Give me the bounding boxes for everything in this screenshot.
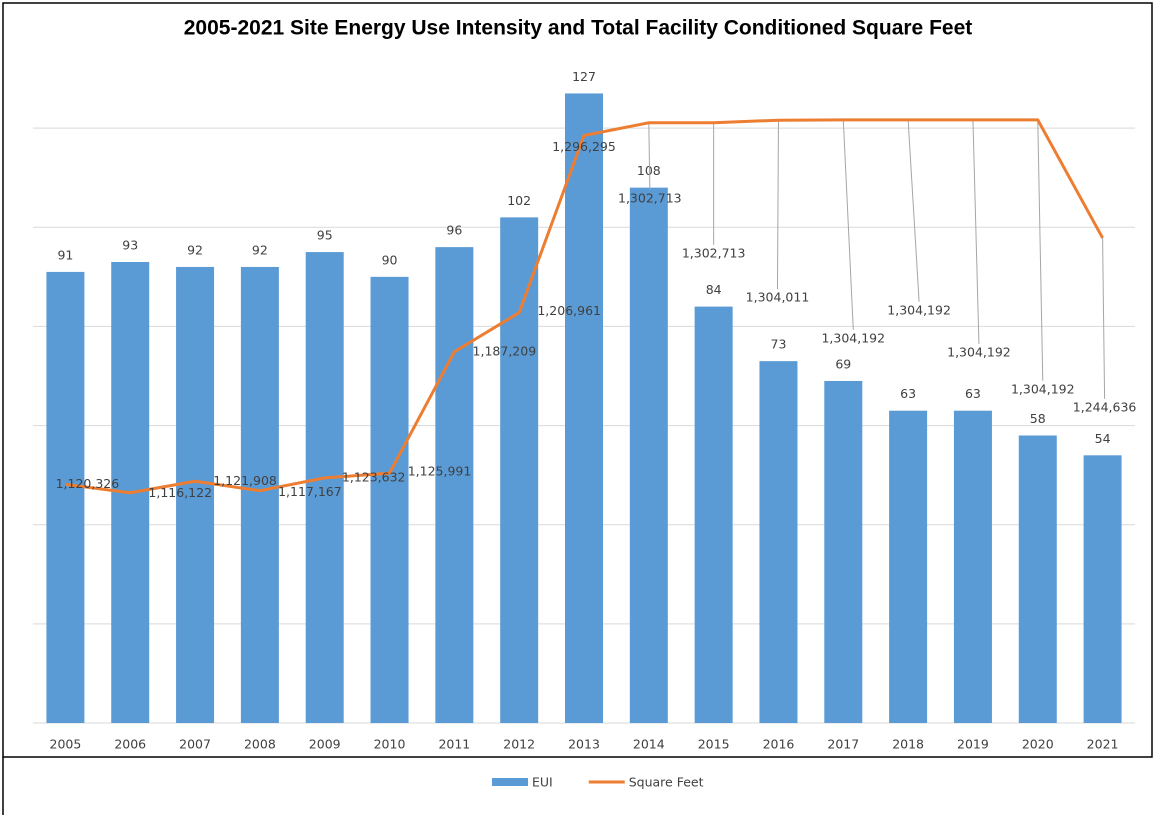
line-value-label: 1,304,192 bbox=[947, 344, 1011, 359]
line-value-label: 1,206,961 bbox=[537, 303, 601, 318]
bar-value-label: 69 bbox=[835, 356, 851, 371]
bar bbox=[176, 266, 215, 723]
bar-value-label: 93 bbox=[122, 237, 138, 252]
line-value-label: 1,296,295 bbox=[552, 139, 616, 154]
bar-value-label: 63 bbox=[900, 386, 916, 401]
bar bbox=[889, 410, 928, 723]
bar bbox=[759, 361, 798, 723]
leader-line bbox=[842, 119, 854, 330]
bar bbox=[500, 217, 539, 723]
bar bbox=[565, 93, 603, 723]
leader-line bbox=[907, 119, 920, 302]
bar-value-label: 96 bbox=[446, 223, 462, 238]
bar-value-label: 90 bbox=[382, 252, 398, 267]
chart-frame bbox=[2, 2, 1153, 758]
bar-value-label: 95 bbox=[317, 228, 333, 243]
x-tick-label: 2019 bbox=[957, 737, 989, 752]
x-tick-label: 2021 bbox=[1087, 737, 1119, 752]
line-value-label: 1,304,192 bbox=[821, 330, 885, 345]
bar bbox=[46, 271, 85, 723]
x-tick-label: 2013 bbox=[568, 737, 600, 752]
x-tick-label: 2015 bbox=[698, 737, 730, 752]
line-value-label: 1,117,167 bbox=[278, 484, 342, 499]
bar-value-label: 92 bbox=[252, 242, 268, 257]
x-tick-label: 2006 bbox=[114, 737, 146, 752]
x-tick-label: 2012 bbox=[503, 737, 535, 752]
bar bbox=[694, 306, 733, 723]
bar-value-label: 91 bbox=[57, 247, 73, 262]
bar bbox=[1018, 435, 1057, 723]
leader-line bbox=[648, 122, 651, 190]
x-tick-label: 2014 bbox=[633, 737, 665, 752]
chart-title: 2005-2021 Site Energy Use Intensity and … bbox=[184, 17, 973, 40]
line-value-label: 1,123,632 bbox=[342, 469, 406, 484]
x-tick-label: 2005 bbox=[50, 737, 82, 752]
x-tick-label: 2008 bbox=[244, 737, 276, 752]
line-value-label: 1,302,713 bbox=[682, 245, 746, 260]
legend-swatch bbox=[492, 778, 528, 786]
x-tick-label: 2018 bbox=[892, 737, 924, 752]
bar bbox=[953, 410, 992, 723]
x-tick-label: 2010 bbox=[374, 737, 406, 752]
line-value-label: 1,120,326 bbox=[56, 476, 120, 491]
line-value-label: 1,244,636 bbox=[1073, 399, 1137, 414]
bar bbox=[435, 247, 474, 723]
line-value-label: 1,304,192 bbox=[1011, 381, 1075, 396]
line-value-label: 1,304,011 bbox=[746, 290, 810, 305]
bar-value-label: 92 bbox=[187, 242, 203, 257]
bar-value-label: 127 bbox=[572, 69, 596, 84]
x-tick-label: 2011 bbox=[438, 737, 470, 752]
x-tick-label: 2020 bbox=[1022, 737, 1054, 752]
bar bbox=[305, 252, 344, 724]
line-value-label: 1,187,209 bbox=[473, 343, 537, 358]
line-value-label: 1,116,122 bbox=[148, 485, 212, 500]
line-value-label: 1,304,192 bbox=[887, 302, 951, 317]
line-value-label: 1,125,991 bbox=[408, 464, 472, 479]
leader-line bbox=[972, 119, 980, 344]
bar-value-label: 102 bbox=[507, 193, 531, 208]
line bbox=[65, 118, 1104, 495]
x-tick-label: 2017 bbox=[827, 737, 859, 752]
bar bbox=[1083, 455, 1122, 723]
line-value-label: 1,121,908 bbox=[213, 473, 277, 488]
x-tick-label: 2016 bbox=[763, 737, 795, 752]
bar-value-label: 108 bbox=[637, 163, 661, 178]
legend-label: EUI bbox=[532, 775, 553, 790]
x-tick-label: 2007 bbox=[179, 737, 211, 752]
leader-line bbox=[1037, 119, 1044, 381]
leader-line bbox=[1102, 237, 1106, 399]
bar-value-label: 84 bbox=[706, 282, 722, 297]
bar bbox=[240, 266, 279, 723]
line-value-label: 1,302,713 bbox=[618, 190, 682, 205]
bar-value-label: 73 bbox=[771, 337, 787, 352]
bar-value-label: 58 bbox=[1030, 411, 1046, 426]
x-tick-label: 2009 bbox=[309, 737, 341, 752]
bar-value-label: 54 bbox=[1095, 431, 1111, 446]
bar bbox=[629, 187, 668, 724]
legend-label: Square Feet bbox=[629, 775, 704, 790]
leader-line bbox=[776, 120, 779, 290]
bar-value-label: 63 bbox=[965, 386, 981, 401]
bar bbox=[824, 380, 863, 723]
bar bbox=[370, 276, 409, 723]
